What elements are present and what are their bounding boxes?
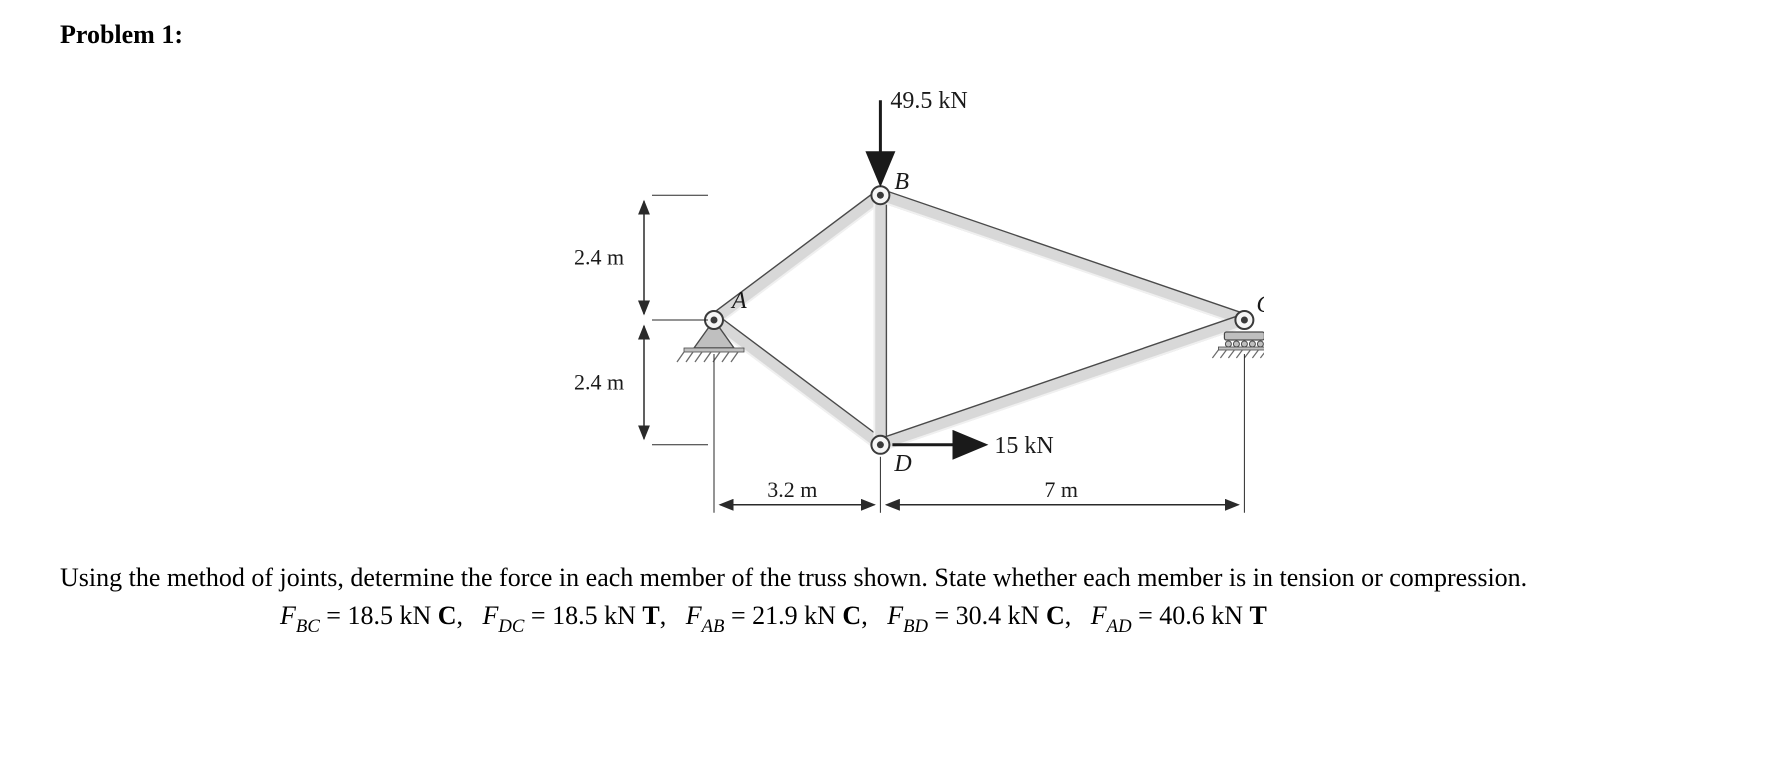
figure-container: A B C D 49.5 kN 15 kN 2.4 m 2.4 m 3.2 m 7 m: [60, 60, 1728, 530]
truss-svg: A B C D 49.5 kN 15 kN 2.4 m 2.4 m 3.2 m 7 m: [524, 60, 1264, 530]
label-A: A: [730, 288, 747, 314]
problem-statement: Using the method of joints, determine th…: [60, 560, 1728, 595]
dim-label-3p2: 3.2 m: [767, 477, 817, 502]
load-label-D: 15 kN: [994, 433, 1053, 459]
answers-line: FBC = 18.5 kN C, FDC = 18.5 kN T, FAB = …: [60, 601, 1728, 636]
label-D: D: [893, 451, 911, 477]
member-DC: [878, 314, 1246, 450]
member-BC: [878, 190, 1246, 326]
roller-support-C: [1224, 332, 1264, 340]
truss-figure: A B C D 49.5 kN 15 kN 2.4 m 2.4 m 3.2 m 7 m: [524, 60, 1264, 530]
problem-title: Problem 1:: [60, 20, 1728, 50]
member-BD: [874, 195, 886, 445]
dim-label-7: 7 m: [1044, 477, 1078, 502]
dim-label-lower: 2.4 m: [574, 369, 624, 394]
label-B: B: [894, 169, 909, 195]
label-C: C: [1256, 292, 1264, 318]
load-label-B: 49.5 kN: [890, 88, 967, 114]
member-AD: [710, 315, 884, 449]
dim-label-upper: 2.4 m: [574, 245, 624, 270]
